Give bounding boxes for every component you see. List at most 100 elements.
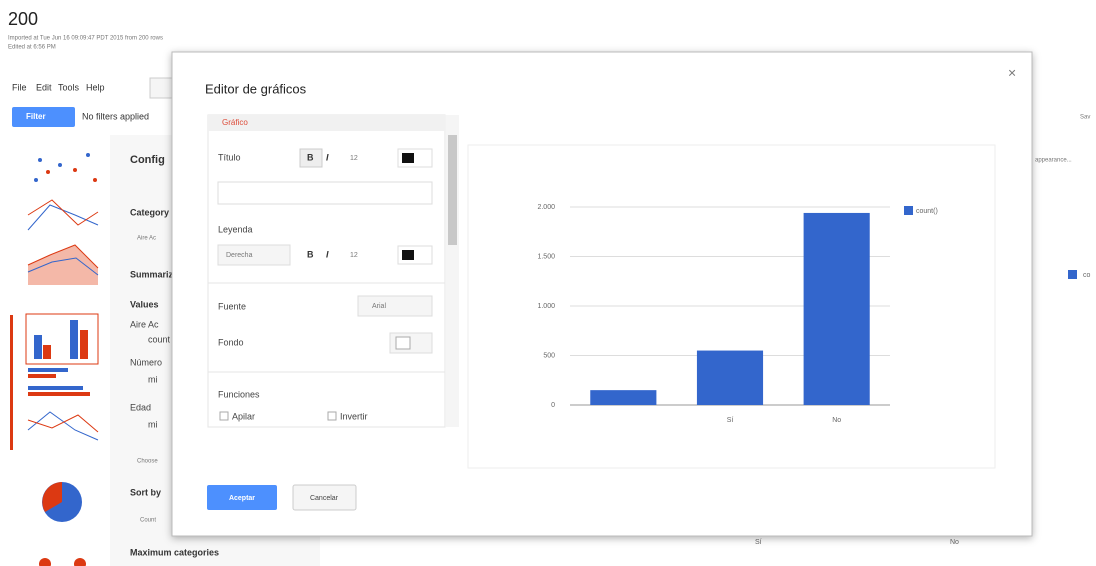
thumb-bar <box>80 330 88 359</box>
thumb-dot <box>73 168 77 172</box>
config-check[interactable]: mi <box>148 374 158 384</box>
thumb-hbar <box>28 374 56 378</box>
y-tick-label: 0 <box>551 402 555 409</box>
legend-label: count() <box>916 208 938 215</box>
color-swatch <box>402 153 414 163</box>
legend-select[interactable] <box>217 244 291 266</box>
thumb-hbar <box>28 392 90 396</box>
thumb-dot <box>93 178 97 182</box>
bold-label: B <box>307 152 314 162</box>
thumb-dot <box>86 153 90 157</box>
field-label: Funciones <box>218 389 260 399</box>
y-tick-label: 1.500 <box>537 253 555 260</box>
bg-legend: co <box>1083 272 1091 279</box>
thumb-selected[interactable] <box>25 313 99 365</box>
config-label: Maximum categories <box>130 547 219 557</box>
thumb-dot <box>58 163 62 167</box>
thumb-line <box>27 411 99 441</box>
y-tick-label: 500 <box>543 352 555 359</box>
legend-swatch <box>904 206 913 215</box>
bar <box>696 350 764 405</box>
table-title: 200 <box>8 9 38 29</box>
thumb-area <box>28 245 98 285</box>
thumb-hbar <box>28 386 83 390</box>
field-label: Fuente <box>218 301 246 311</box>
size-select[interactable]: 12 <box>350 252 358 259</box>
thumb-dot <box>38 158 42 162</box>
bar <box>590 390 657 405</box>
field-label: Leyenda <box>218 224 253 234</box>
checkbox[interactable] <box>327 411 337 421</box>
thumb-line <box>27 244 99 269</box>
italic-button[interactable]: I <box>326 152 329 162</box>
menu-item[interactable]: Help <box>86 82 105 92</box>
section-header <box>208 115 445 131</box>
bar <box>803 212 870 405</box>
config-value[interactable]: Count <box>140 518 156 524</box>
chart-thumbnails <box>10 153 99 566</box>
config-check[interactable]: count <box>148 334 171 344</box>
font-value: Arial <box>372 303 386 310</box>
field-label: Fondo <box>218 337 244 347</box>
thumb-pie-slice <box>42 482 62 512</box>
filter-status: No filters applied <box>82 111 149 121</box>
appearance-button[interactable]: appearance... <box>1035 158 1072 164</box>
config-label: Summarize <box>130 269 178 279</box>
bg-category: Sí <box>755 539 762 546</box>
scroll-thumb[interactable] <box>448 135 457 245</box>
legend-position: Derecha <box>226 252 253 259</box>
menu-item[interactable]: Edit <box>36 82 52 92</box>
thumb-hbar <box>28 368 68 372</box>
thumb-dot <box>46 170 50 174</box>
thumb-bar <box>70 320 78 359</box>
bg-legend-swatch <box>1068 270 1077 279</box>
y-tick-label: 1.000 <box>537 303 555 310</box>
title-input[interactable] <box>217 181 433 205</box>
thumb-bar <box>43 345 51 359</box>
import-info: Imported at Tue Jun 16 09:09:47 PDT 2015… <box>8 36 163 42</box>
accept-label: Aceptar <box>229 495 255 502</box>
checkbox-label: Invertir <box>340 411 368 421</box>
config-label: Category <box>130 207 169 217</box>
config-label: Sort by <box>130 487 161 497</box>
save-button[interactable]: Sav <box>1080 115 1090 121</box>
cancel-label: Cancelar <box>310 495 339 502</box>
config-check[interactable]: mi <box>148 419 158 429</box>
thumb-dot <box>74 558 86 566</box>
accept-button[interactable] <box>207 485 277 510</box>
menu-item[interactable]: File <box>12 82 27 92</box>
selection-bar <box>10 315 13 450</box>
filter-label: Filter <box>26 112 46 121</box>
size-select[interactable]: 12 <box>350 155 358 162</box>
edit-info: Edited at 6:56 PM <box>8 45 56 51</box>
x-tick-label: No <box>832 417 841 424</box>
config-value: Edad <box>130 402 151 412</box>
checkbox-label: Apilar <box>232 411 255 421</box>
bold-button[interactable] <box>299 148 323 168</box>
thumb-dot <box>34 178 38 182</box>
color-swatch <box>395 336 411 350</box>
choose-button[interactable]: Choose <box>137 459 158 465</box>
close-button[interactable]: × <box>1008 65 1016 81</box>
config-value: Aire Ac <box>137 236 156 242</box>
color-swatch <box>402 250 414 260</box>
toolbar-button[interactable] <box>149 77 173 99</box>
checkbox[interactable] <box>219 411 229 421</box>
menu-item[interactable]: Tools <box>58 82 80 92</box>
dialog-title: Editor de gráficos <box>205 81 307 96</box>
thumb-line <box>27 257 99 276</box>
thumb-line <box>27 199 99 226</box>
config-value: Aire Ac <box>130 319 159 329</box>
filter-button[interactable] <box>12 107 75 127</box>
bold-button[interactable]: B <box>307 249 314 259</box>
y-tick-label: 2.000 <box>537 204 555 211</box>
bg-category: No <box>950 539 959 546</box>
config-label: Values <box>130 299 159 309</box>
config-value: Número <box>130 357 162 367</box>
cancel-button[interactable] <box>292 484 357 511</box>
italic-button[interactable]: I <box>326 249 329 259</box>
font-select[interactable] <box>357 295 433 317</box>
section-title: Gráfico <box>222 118 248 127</box>
thumb-dot <box>39 558 51 566</box>
